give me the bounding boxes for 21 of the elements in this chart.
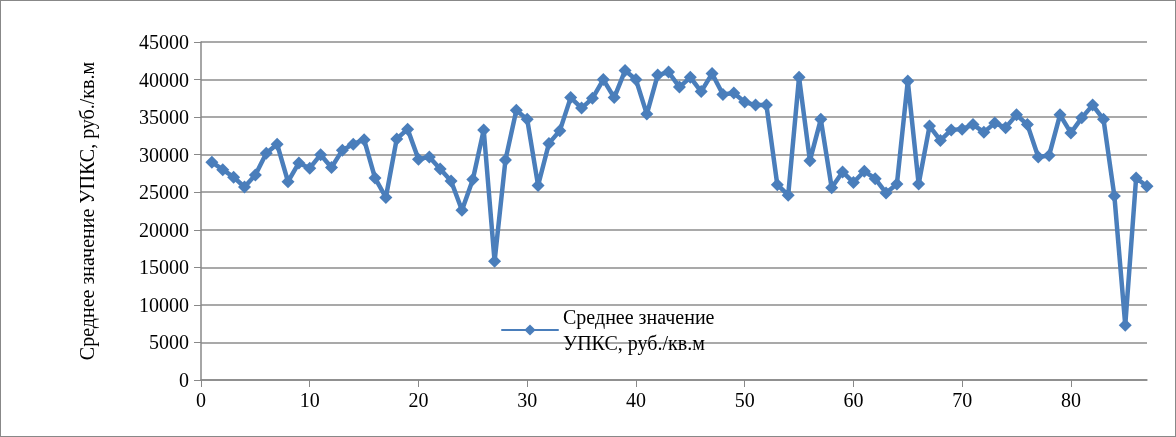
- y-tick-label: 35000: [139, 106, 189, 129]
- y-tick-label: 15000: [139, 256, 189, 279]
- y-tick-label: 30000: [139, 143, 189, 166]
- y-axis-title: Среднее значение УПКС, руб./кв.м: [76, 61, 99, 361]
- y-tick-label: 0: [179, 369, 189, 391]
- x-tick-label: 40: [625, 389, 646, 411]
- y-tick-label: 10000: [139, 293, 189, 316]
- x-tick-label: 10: [299, 389, 320, 411]
- y-tick-label: 25000: [139, 181, 189, 204]
- y-tick-label: 45000: [139, 31, 189, 53]
- x-tick-label: 80: [1060, 389, 1081, 411]
- x-tick-label: 0: [196, 389, 206, 411]
- y-tick-label: 5000: [149, 331, 189, 354]
- x-tick-label: 50: [734, 389, 755, 411]
- x-tick-label: 30: [517, 389, 538, 411]
- x-tick-label: 60: [843, 389, 864, 411]
- x-tick-label: 70: [952, 389, 973, 411]
- x-tick-label: 20: [408, 389, 429, 411]
- y-tick-label: 20000: [139, 218, 189, 241]
- legend-label: Среднее значение УПКС, руб./кв.м: [563, 306, 715, 355]
- y-tick-label: 40000: [139, 68, 189, 91]
